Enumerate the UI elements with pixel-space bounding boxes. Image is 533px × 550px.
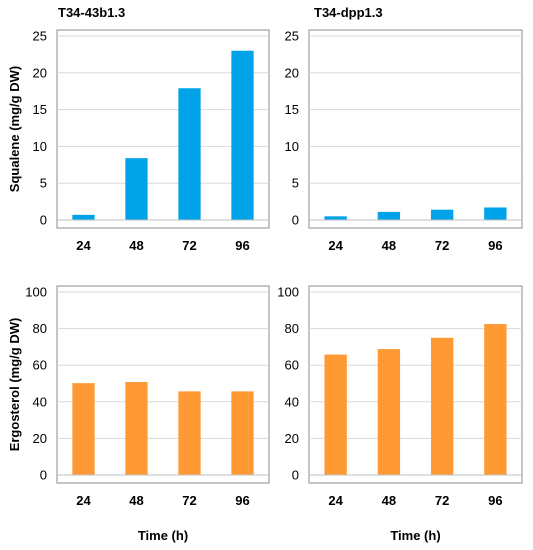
chart-1-bar xyxy=(178,88,201,220)
chart-4-plot-frame xyxy=(308,285,523,484)
chart-2-y-tick-label: 25 xyxy=(285,29,299,44)
chart-2-y-tick-label: 5 xyxy=(292,176,299,191)
chart-1-y-tick-label: 5 xyxy=(40,176,47,191)
chart-4-bar xyxy=(430,337,454,475)
chart-3-y-tick-label: 100 xyxy=(25,285,47,300)
chart-2-y-tick-label: 15 xyxy=(285,102,299,117)
chart-1-y-tick-label: 25 xyxy=(33,29,47,44)
chart-3-x-axis-label: Time (h) xyxy=(138,528,188,543)
chart-4-y-tick-label: 100 xyxy=(277,285,299,300)
chart-4-x-tick-label: 48 xyxy=(382,493,396,508)
chart-4-y-tick-label: 0 xyxy=(292,468,299,483)
chart-4-x-tick-label: 24 xyxy=(328,493,343,508)
chart-4-x-tick-label: 72 xyxy=(435,493,449,508)
chart-4-y-tick-label: 20 xyxy=(285,431,299,446)
chart-4-bar xyxy=(324,354,347,475)
chart-2-bar xyxy=(324,216,347,220)
chart-3-y-tick-label: 60 xyxy=(33,358,47,373)
chart-4-y-tick-label: 80 xyxy=(285,321,299,336)
chart-2-x-tick-label: 24 xyxy=(328,238,343,253)
chart-1-x-tick-label: 72 xyxy=(182,238,196,253)
chart-3-x-tick-label: 96 xyxy=(235,493,249,508)
chart-4-x-tick-label: 96 xyxy=(488,493,502,508)
chart-3-y-tick-label: 40 xyxy=(33,394,47,409)
chart-2-y-tick-label: 0 xyxy=(292,213,299,228)
chart-1-x-tick-label: 96 xyxy=(235,238,249,253)
chart-2-y-tick-label: 20 xyxy=(285,65,299,80)
chart-1-y-tick-label: 15 xyxy=(33,102,47,117)
chart-3-bar xyxy=(231,391,254,475)
chart-4-bar xyxy=(484,324,507,475)
chart-3-y-tick-label: 80 xyxy=(33,321,47,336)
chart-3-y-axis-label: Ergosterol (mg/g DW) xyxy=(7,318,22,452)
chart-1-y-axis-label: Squalene (mg/g DW) xyxy=(7,66,22,192)
chart-3-bar xyxy=(125,382,148,475)
chart-1-bar xyxy=(125,158,148,220)
chart-2-bar xyxy=(377,211,401,220)
chart-2-x-tick-label: 72 xyxy=(435,238,449,253)
chart-3-bar xyxy=(178,391,201,475)
chart-2-bar xyxy=(484,207,507,220)
chart-1-bar xyxy=(72,214,95,220)
chart-3-y-tick-label: 0 xyxy=(40,468,47,483)
chart-1-x-tick-label: 48 xyxy=(129,238,143,253)
chart-1-title: T34-43b1.3 xyxy=(58,5,125,20)
chart-4-y-tick-label: 40 xyxy=(285,394,299,409)
chart-3-x-tick-label: 24 xyxy=(76,493,91,508)
chart-1-bar xyxy=(231,50,254,220)
chart-4-bar xyxy=(377,349,401,475)
chart-2-y-tick-label: 10 xyxy=(285,139,299,154)
chart-2-bar xyxy=(430,209,454,220)
chart-4-y-tick-label: 60 xyxy=(285,358,299,373)
chart-2-x-tick-label: 48 xyxy=(382,238,396,253)
chart-1-y-tick-label: 0 xyxy=(40,213,47,228)
chart-1-y-tick-label: 20 xyxy=(33,65,47,80)
chart-2-plot-frame xyxy=(308,29,523,229)
chart-4-x-axis-label: Time (h) xyxy=(390,528,440,543)
chart-2-x-tick-label: 96 xyxy=(488,238,502,253)
chart-1-plot-frame xyxy=(56,29,270,229)
chart-3-plot-frame xyxy=(56,285,270,484)
chart-3-y-tick-label: 20 xyxy=(33,431,47,446)
chart-3-bar xyxy=(72,383,95,475)
chart-3-x-tick-label: 72 xyxy=(182,493,196,508)
chart-1-y-tick-label: 10 xyxy=(33,139,47,154)
chart-3-x-tick-label: 48 xyxy=(129,493,143,508)
chart-1-x-tick-label: 24 xyxy=(76,238,91,253)
chart-2-title: T34-dpp1.3 xyxy=(314,5,383,20)
